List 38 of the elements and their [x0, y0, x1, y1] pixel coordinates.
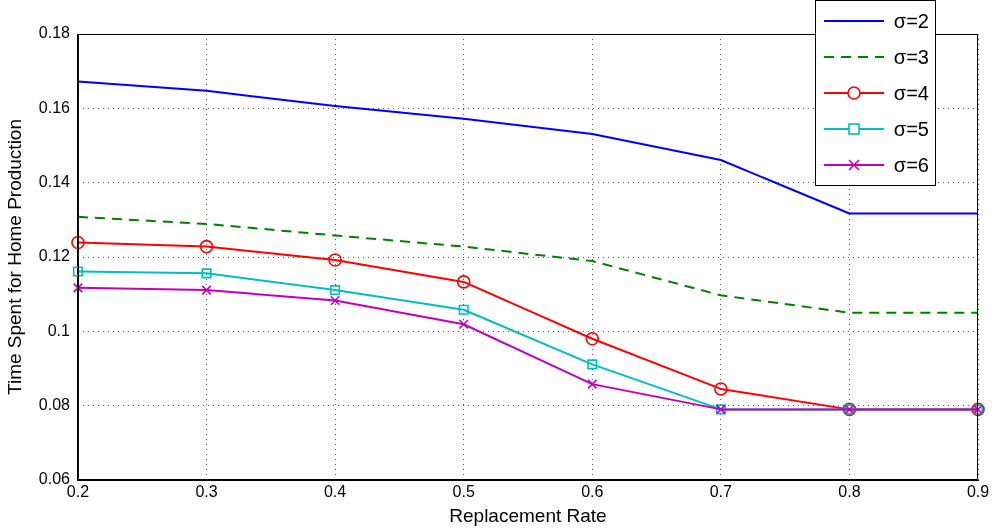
x-tick-label: 0.5	[452, 483, 475, 501]
legend-label: σ=4	[893, 81, 929, 105]
y-tick-label: 0.08	[38, 396, 71, 414]
point	[199, 239, 214, 254]
y-tick-label: 0.18	[38, 24, 71, 42]
point	[458, 304, 469, 315]
y-tick-label: 0.12	[38, 247, 71, 265]
x-tick-label: 0.8	[838, 483, 861, 501]
x-tick-label: 0.6	[581, 483, 604, 501]
x-tick-label: 0.2	[66, 483, 90, 501]
x-tick-label: 0.4	[323, 483, 347, 501]
point	[587, 359, 598, 370]
point	[72, 266, 83, 277]
legend-label: σ=5	[893, 117, 929, 141]
point	[201, 285, 212, 296]
x-axis-title: Replacement Rate	[449, 504, 607, 526]
line-series	[76, 215, 979, 314]
y-tick-label: 0.16	[38, 98, 71, 116]
point	[71, 235, 85, 250]
point	[201, 268, 212, 279]
y-tick-label: 0.1	[47, 321, 71, 339]
x-tick-label: 0.9	[966, 483, 990, 501]
legend-label: σ=2	[893, 9, 929, 33]
point	[585, 331, 600, 346]
y-axis-title: Time Spent for Home Production	[3, 119, 25, 395]
point	[330, 285, 341, 296]
x-tick-label: 0.7	[709, 483, 733, 501]
point	[456, 275, 471, 289]
point	[714, 382, 728, 396]
point	[458, 319, 469, 330]
point	[587, 379, 598, 390]
point	[330, 295, 341, 306]
point	[328, 253, 342, 267]
point	[72, 282, 83, 293]
y-tick-label: 0.14	[38, 173, 71, 191]
x-tick-label: 0.3	[195, 483, 218, 501]
legend-label: σ=3	[893, 45, 929, 69]
legend-label: σ=6	[893, 153, 929, 177]
